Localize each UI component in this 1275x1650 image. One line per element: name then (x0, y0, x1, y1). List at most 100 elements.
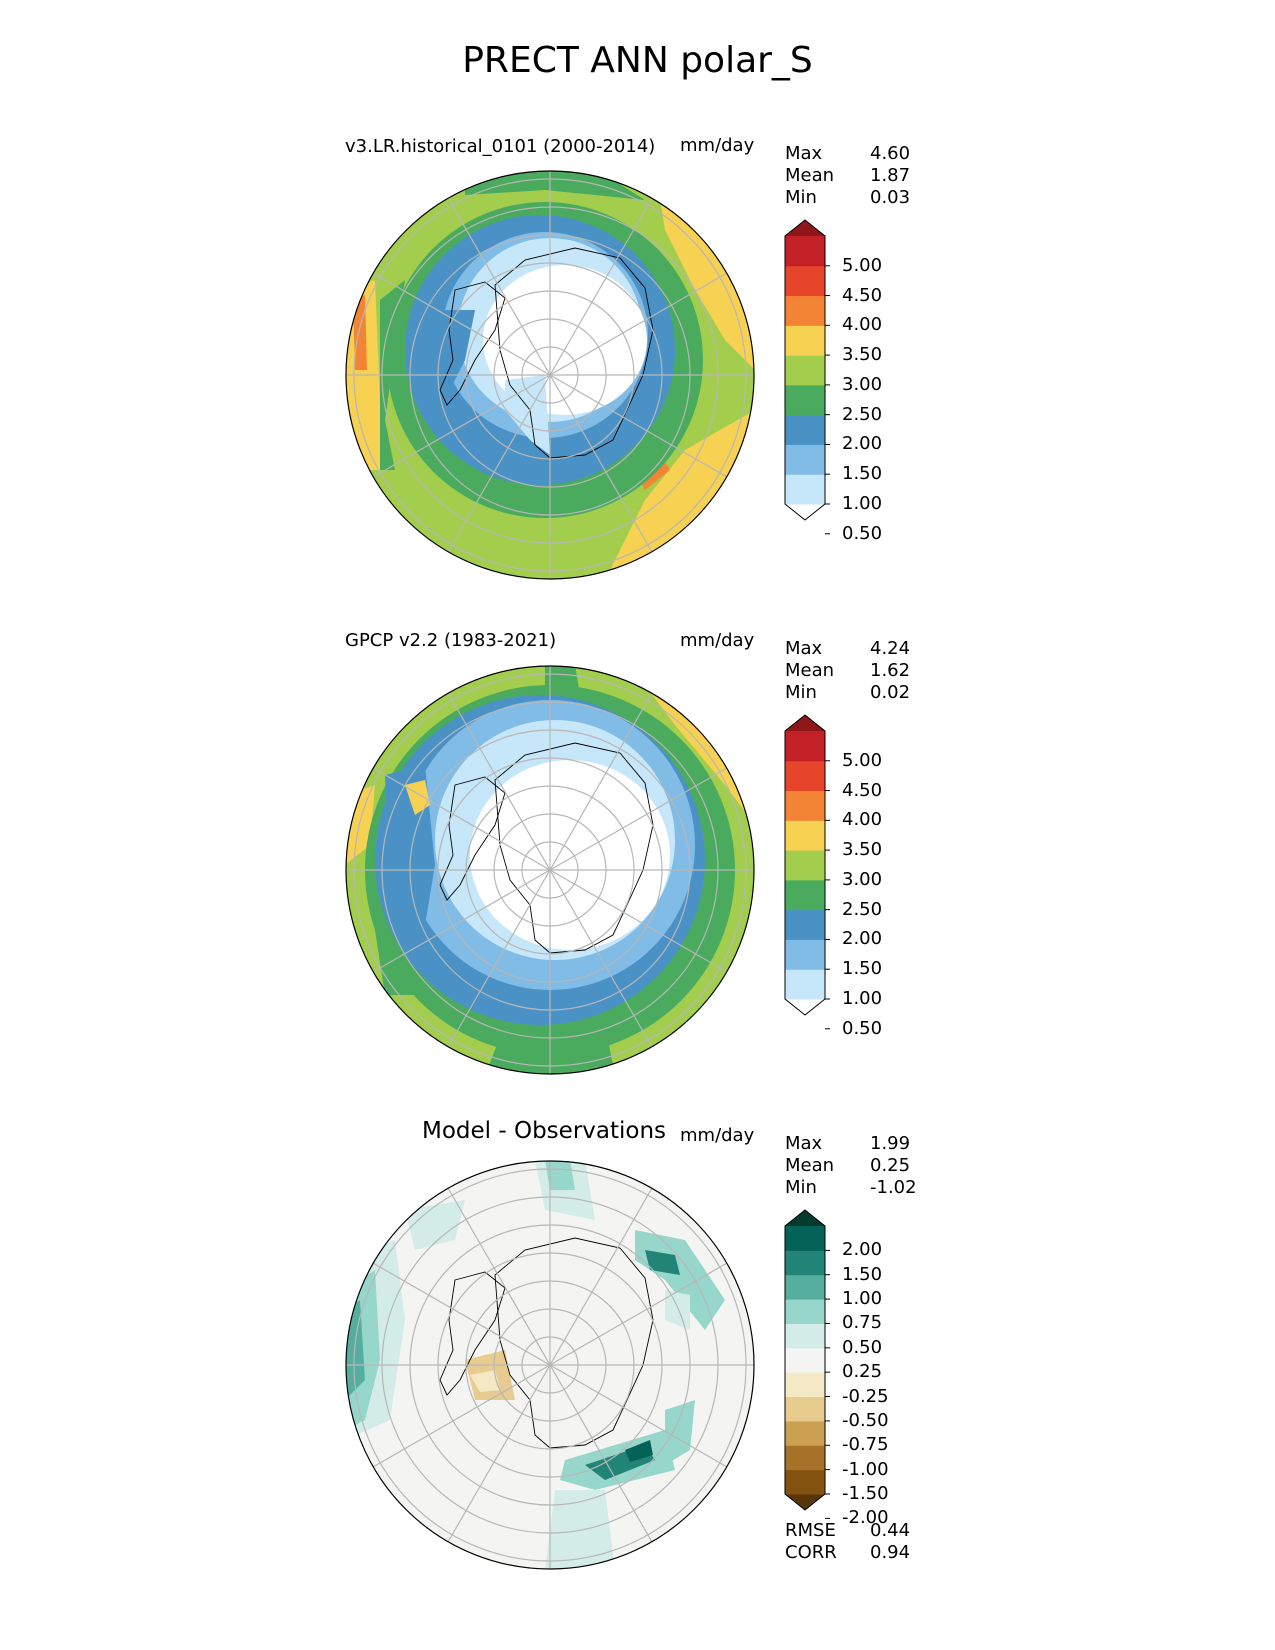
colorbar-tick-label: 2.00 (842, 1239, 883, 1261)
colorbar-tick-label: 2.50 (842, 898, 883, 920)
stat-max-label: Max (785, 1133, 823, 1154)
map-obs (345, 665, 755, 1075)
colorbar-segment (785, 355, 825, 386)
colorbar-segment (785, 1347, 825, 1373)
colorbar-segment (785, 879, 825, 911)
stat-min-label: Min (785, 1177, 817, 1198)
colorbar-segment (785, 1372, 825, 1398)
colorbar-tick-label: 3.50 (842, 344, 883, 366)
colorbar-segment (785, 325, 825, 356)
colorbar-tick-label: 1.50 (842, 958, 883, 980)
map-model (345, 170, 755, 580)
colorbar-tick-label: -2.00 (842, 1507, 889, 1529)
panel-model-units: mm/day (680, 135, 755, 156)
colorbar-tick-label: 4.50 (842, 779, 883, 801)
colorbar-tick-label: 4.50 (842, 284, 883, 306)
map-diff (345, 1160, 755, 1570)
stat-mean-value: 0.25 (870, 1155, 911, 1176)
colorbar-tick-label: 5.00 (842, 749, 883, 771)
colorbar-extend-high (785, 1210, 825, 1226)
colorbar-segment (785, 1226, 825, 1251)
colorbar-tick-label: 2.50 (842, 403, 883, 425)
colorbar-segment (785, 969, 825, 1000)
stat-corr-label: CORR (785, 1542, 837, 1563)
stat-min-label: Min (785, 187, 817, 208)
colorbar-diff (784, 1209, 830, 1519)
colorbar-tick-label: -1.50 (842, 1483, 889, 1504)
colorbar-segment (785, 265, 825, 297)
colorbar-tick-label: 1.00 (842, 493, 883, 514)
colorbar-tick-label: 3.00 (842, 868, 883, 890)
colorbar-model (784, 219, 830, 535)
stat-min-label: Min (785, 682, 817, 703)
colorbar-extend-low (785, 1494, 825, 1510)
colorbar-segment (785, 236, 825, 267)
colorbar-tick-label: -0.25 (842, 1385, 889, 1407)
colorbar-tick-label: -0.75 (842, 1434, 889, 1456)
colorbar-tick-label: 1.00 (842, 1288, 883, 1310)
stat-mean-label: Mean (785, 1155, 835, 1176)
colorbar-tick-label: 0.50 (842, 1336, 883, 1358)
colorbar-segment (785, 1323, 825, 1349)
stat-mean-value: 1.62 (870, 660, 911, 681)
colorbar-tick-label: -1.00 (842, 1458, 889, 1480)
stat-mean-label: Mean (785, 165, 835, 186)
panel-diff-title: Model - Observations (422, 1118, 667, 1144)
stat-min-value: 0.03 (870, 187, 911, 208)
colorbar-tick-label: 4.00 (842, 314, 883, 336)
stat-mean-label: Mean (785, 660, 835, 681)
panel-obs-units: mm/day (680, 630, 755, 651)
colorbar-outline (784, 1209, 826, 1511)
colorbar-tick-label: 0.75 (842, 1312, 883, 1334)
colorbar-outline (784, 219, 826, 521)
colorbar-segment (785, 384, 825, 416)
colorbar-tick-label: 3.00 (842, 373, 883, 395)
stat-corr-value: 0.94 (870, 1542, 911, 1563)
colorbar-obs (784, 714, 830, 1030)
colorbar-segment (785, 939, 825, 970)
colorbar-tick-label: 1.50 (842, 1263, 883, 1285)
colorbar-tick-label: 2.00 (842, 928, 883, 950)
colorbar-tick-label: 0.50 (842, 1017, 883, 1039)
colorbar-tick-label: 0.50 (842, 522, 883, 544)
colorbar-segment (785, 790, 825, 821)
colorbar-segment (785, 1299, 825, 1324)
colorbar-segment (785, 295, 825, 326)
colorbar-segment (785, 760, 825, 792)
colorbar-segment (785, 1274, 825, 1300)
colorbar-extend-low (785, 999, 825, 1015)
colorbar-segment (785, 1396, 825, 1422)
panel-diff-units: mm/day (680, 1125, 755, 1146)
colorbar-tick-label: 1.50 (842, 463, 883, 485)
colorbar-segment (785, 1445, 825, 1471)
stat-mean-value: 1.87 (870, 165, 911, 186)
colorbar-outline (784, 714, 826, 1016)
panel-model-title: v3.LR.historical_0101 (2000-2014) (345, 136, 656, 157)
colorbar-segment (785, 850, 825, 881)
colorbar-segment (785, 731, 825, 762)
colorbar-tick-label: 5.00 (842, 254, 883, 276)
stat-rmse-label: RMSE (785, 1520, 836, 1541)
colorbar-segment (785, 444, 825, 475)
colorbar-segment (785, 474, 825, 505)
colorbar-extend-high (785, 715, 825, 731)
stat-max-value: 4.24 (870, 638, 911, 659)
figure-title: PRECT ANN polar_S (462, 40, 813, 81)
colorbar-tick-label: -0.50 (842, 1409, 889, 1431)
stat-max-label: Max (785, 143, 823, 164)
colorbar-segment (785, 1469, 825, 1495)
colorbar-segment (785, 414, 825, 445)
colorbar-tick-label: 0.25 (842, 1361, 883, 1383)
colorbar-segment (785, 909, 825, 940)
colorbar-tick-label: 2.00 (842, 433, 883, 455)
stat-max-value: 1.99 (870, 1133, 911, 1154)
colorbar-tick-label: 3.50 (842, 839, 883, 861)
colorbar-extend-high (785, 220, 825, 236)
colorbar-segment (785, 1250, 825, 1276)
colorbar-tick-label: 4.00 (842, 809, 883, 831)
colorbar-extend-low (785, 504, 825, 520)
stat-max-value: 4.60 (870, 143, 911, 164)
stat-max-label: Max (785, 638, 823, 659)
stat-min-value: 0.02 (870, 682, 911, 703)
stat-min-value: -1.02 (870, 1177, 917, 1198)
